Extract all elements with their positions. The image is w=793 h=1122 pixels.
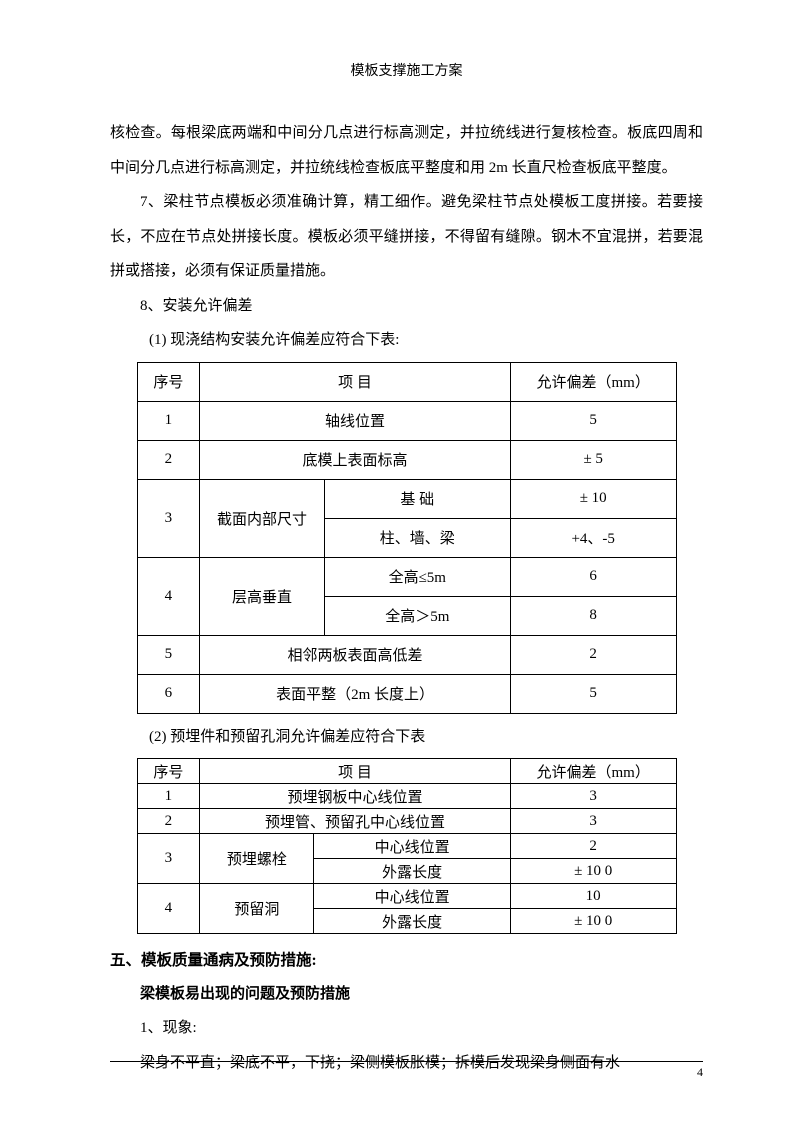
td-item: 预埋管、预留孔中心线位置 <box>200 809 511 834</box>
td-item: 轴线位置 <box>200 401 511 440</box>
page-number: 4 <box>697 1065 703 1080</box>
td-item: 底模上表面标高 <box>200 440 511 479</box>
td-tol: +4、-5 <box>510 518 676 557</box>
paragraph-1: 核检查。每根梁底两端和中间分几点进行标高测定，并拉统线进行复核检查。板底四周和中… <box>110 116 703 185</box>
td-seq: 3 <box>137 834 200 884</box>
paragraph-3: 8、安装允许偏差 <box>110 289 703 324</box>
footer-line <box>110 1061 703 1062</box>
td-item1: 预埋螺栓 <box>200 834 314 884</box>
td-tol: 2 <box>510 834 676 859</box>
td-seq: 4 <box>137 884 200 934</box>
paragraph-4: (1) 现浇结构安装允许偏差应符合下表: <box>110 323 703 358</box>
item-1-label: 1、现象: <box>110 1011 703 1046</box>
td-seq: 6 <box>137 674 200 713</box>
td-tol: 10 <box>510 884 676 909</box>
td-sub: 外露长度 <box>314 859 510 884</box>
table-row: 2 预埋管、预留孔中心线位置 3 <box>137 809 676 834</box>
table-row: 1 轴线位置 5 <box>137 401 676 440</box>
table-row: 4 预留洞 中心线位置 10 <box>137 884 676 909</box>
table-row: 序号 项 目 允许偏差（mm） <box>137 759 676 784</box>
td-tol: ± 10 <box>510 479 676 518</box>
td-seq: 1 <box>137 401 200 440</box>
td-sub: 全高≤5m <box>324 557 510 596</box>
td-seq: 5 <box>137 635 200 674</box>
td-tol: 5 <box>510 674 676 713</box>
td-item: 预埋钢板中心线位置 <box>200 784 511 809</box>
table-row: 6 表面平整（2m 长度上） 5 <box>137 674 676 713</box>
td-tol: 2 <box>510 635 676 674</box>
td-tol: 6 <box>510 557 676 596</box>
th-tol: 允许偏差（mm） <box>510 362 676 401</box>
td-seq: 1 <box>137 784 200 809</box>
table-row: 序号 项 目 允许偏差（mm） <box>137 362 676 401</box>
td-item1: 截面内部尺寸 <box>200 479 324 557</box>
section-5-subtitle: 梁模板易出现的问题及预防措施 <box>110 978 703 1011</box>
table-row: 3 截面内部尺寸 基 础 ± 10 <box>137 479 676 518</box>
td-tol: 3 <box>510 809 676 834</box>
td-tol: 8 <box>510 596 676 635</box>
paragraph-5: (2) 预埋件和预留孔洞允许偏差应符合下表 <box>110 720 703 755</box>
table-row: 1 预埋钢板中心线位置 3 <box>137 784 676 809</box>
td-tol: ± 10 0 <box>510 909 676 934</box>
table-row: 2 底模上表面标高 ± 5 <box>137 440 676 479</box>
td-item1: 预留洞 <box>200 884 314 934</box>
td-seq: 3 <box>137 479 200 557</box>
td-tol: ± 5 <box>510 440 676 479</box>
td-item: 表面平整（2m 长度上） <box>200 674 511 713</box>
item-1-text: 梁身不平直；梁底不平，下挠；梁侧模板胀模；拆模后发现梁身侧面有水 <box>110 1046 703 1081</box>
td-item: 相邻两板表面高低差 <box>200 635 511 674</box>
th-item: 项 目 <box>200 362 511 401</box>
td-sub: 中心线位置 <box>314 884 510 909</box>
paragraph-2: 7、梁柱节点模板必须准确计算，精工细作。避免梁柱节点处模板工度拼接。若要接长，不… <box>110 185 703 289</box>
th-tol: 允许偏差（mm） <box>510 759 676 784</box>
table-row: 4 层高垂直 全高≤5m 6 <box>137 557 676 596</box>
page-header: 模板支撑施工方案 <box>110 60 703 80</box>
table-2: 序号 项 目 允许偏差（mm） 1 预埋钢板中心线位置 3 2 预埋管、预留孔中… <box>137 758 677 934</box>
th-item: 项 目 <box>200 759 511 784</box>
td-sub: 外露长度 <box>314 909 510 934</box>
section-5-title: 五、模板质量通病及预防措施: <box>110 944 703 978</box>
table-row: 5 相邻两板表面高低差 2 <box>137 635 676 674</box>
th-seq: 序号 <box>137 362 200 401</box>
td-sub: 全高＞5m <box>324 596 510 635</box>
td-tol: 5 <box>510 401 676 440</box>
td-sub: 中心线位置 <box>314 834 510 859</box>
td-seq: 4 <box>137 557 200 635</box>
td-tol: 3 <box>510 784 676 809</box>
td-seq: 2 <box>137 440 200 479</box>
td-item1: 层高垂直 <box>200 557 324 635</box>
td-sub: 基 础 <box>324 479 510 518</box>
table-row: 3 预埋螺栓 中心线位置 2 <box>137 834 676 859</box>
td-tol: ± 10 0 <box>510 859 676 884</box>
th-seq: 序号 <box>137 759 200 784</box>
td-sub: 柱、墙、梁 <box>324 518 510 557</box>
table-1: 序号 项 目 允许偏差（mm） 1 轴线位置 5 2 底模上表面标高 ± 5 3… <box>137 362 677 714</box>
td-seq: 2 <box>137 809 200 834</box>
